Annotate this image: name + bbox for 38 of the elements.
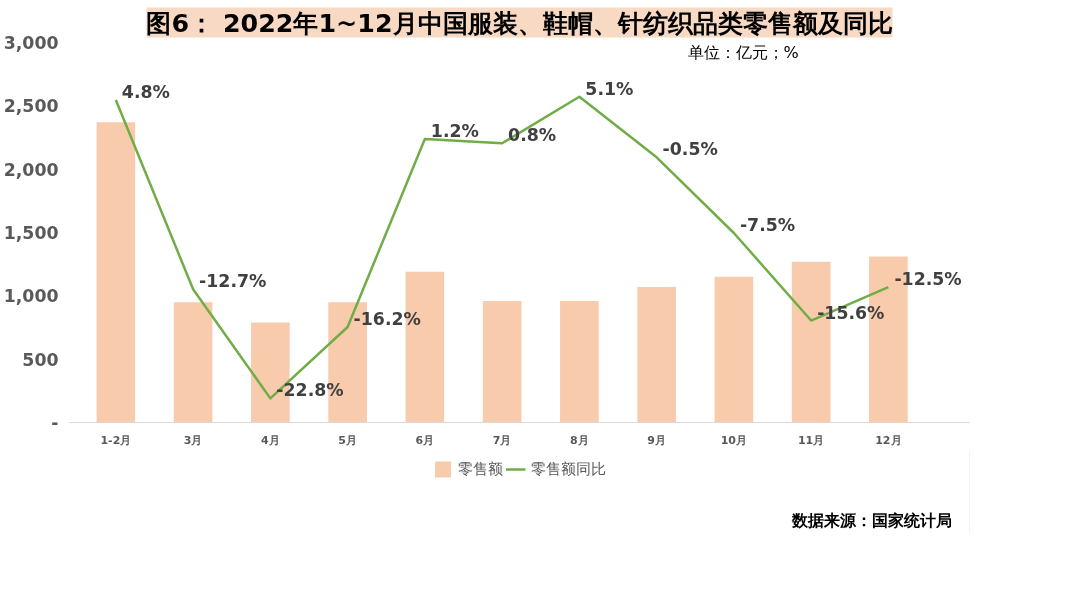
- y-tick-label: 2,000: [3, 159, 59, 180]
- x-tick-label: 11月: [797, 433, 825, 447]
- data-label: 4.8%: [121, 82, 170, 103]
- x-tick-label: 4月: [261, 433, 280, 447]
- x-tick-label: 6月: [415, 433, 435, 447]
- y-tick-label: -: [51, 413, 59, 433]
- y-tick-label: 1,000: [3, 286, 59, 307]
- bar: [96, 122, 136, 423]
- y-tick-label: 500: [22, 349, 59, 370]
- x-tick-label: 12月: [875, 433, 902, 447]
- y-tick-label: 3,000: [3, 33, 59, 53]
- data-label: -7.5%: [739, 214, 796, 235]
- data-label: -0.5%: [662, 139, 718, 160]
- y-tick-label: 1,500: [3, 223, 59, 243]
- x-tick-label: 9月: [647, 433, 666, 447]
- x-tick-label: 7月: [492, 433, 512, 447]
- data-label: -12.5%: [894, 269, 962, 290]
- x-tick-label: 10月: [720, 433, 748, 447]
- legend-label: 零售额: [457, 459, 503, 479]
- data-label: -12.7%: [199, 271, 267, 292]
- y-tick-label: 2,500: [3, 96, 59, 117]
- x-tick-label: 3月: [183, 433, 203, 447]
- legend-label: 零售额同比: [530, 459, 606, 479]
- chart-title: 图6： 2022年1~12月中国服装、鞋帽、针纺织品类零售额及同比: [146, 7, 893, 38]
- data-label: 1.2%: [430, 120, 479, 141]
- x-tick-label: 5月: [338, 433, 357, 447]
- data-label: -16.2%: [353, 309, 421, 330]
- source-note: 数据来源：国家统计局: [790, 511, 952, 531]
- data-label: 5.1%: [585, 78, 634, 99]
- x-tick-label: 8月: [570, 433, 589, 447]
- bar: [482, 300, 522, 423]
- data-label: -22.8%: [276, 380, 344, 401]
- bar: [714, 276, 754, 423]
- annotation: 单位：亿元；%: [687, 42, 799, 62]
- x-tick-label: 1-2月: [100, 433, 132, 447]
- bar: [637, 286, 676, 423]
- bar: [560, 300, 599, 423]
- bar: [173, 302, 213, 423]
